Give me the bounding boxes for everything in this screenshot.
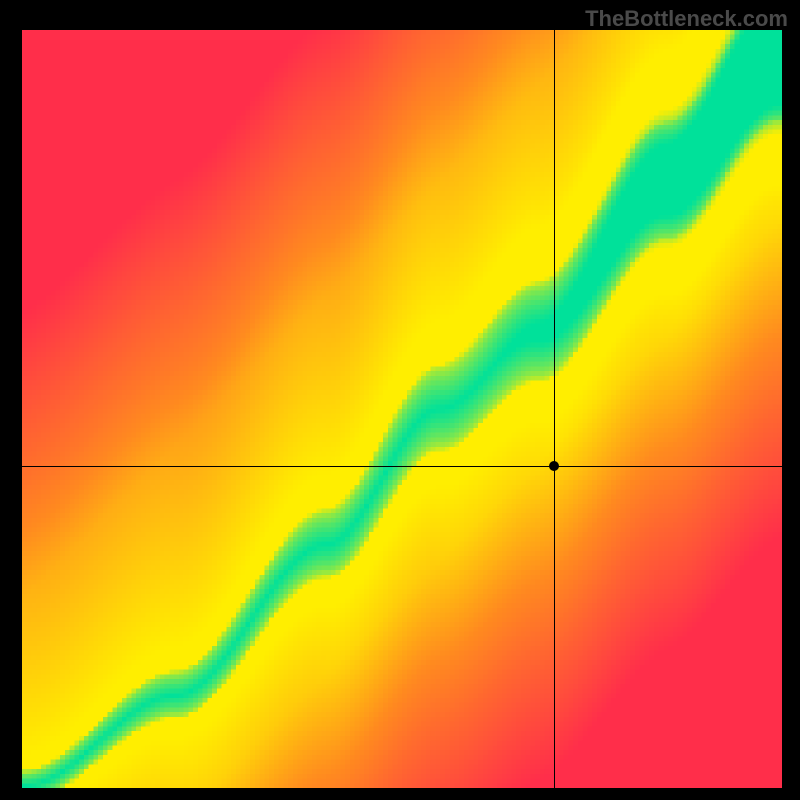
heatmap-canvas bbox=[22, 30, 782, 788]
watermark-text: TheBottleneck.com bbox=[585, 6, 788, 32]
crosshair-marker bbox=[549, 461, 559, 471]
heatmap-plot bbox=[22, 30, 782, 788]
crosshair-horizontal bbox=[22, 466, 782, 467]
crosshair-vertical bbox=[554, 30, 555, 788]
